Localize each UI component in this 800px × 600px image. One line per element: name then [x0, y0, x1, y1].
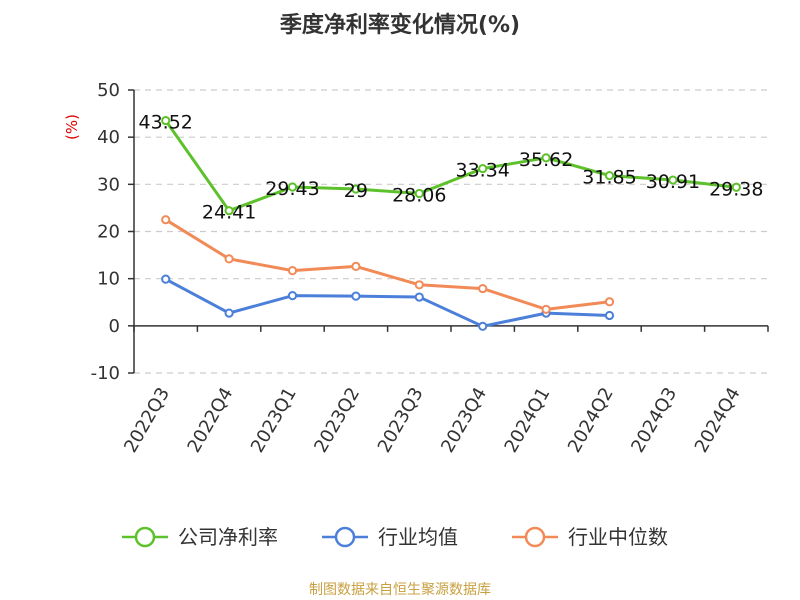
legend-item-0[interactable]: 公司净利率	[122, 525, 278, 549]
y-tick-label: 40	[97, 127, 120, 148]
data-label-1: 24.41	[202, 202, 256, 224]
data-point-s0-7	[604, 171, 615, 181]
data-label-7: 31.85	[582, 167, 636, 189]
data-point-s0-4	[414, 188, 424, 199]
x-tick-label-2023Q3: 2023Q3	[374, 384, 428, 456]
x-tick-label-2023Q2: 2023Q2	[310, 384, 364, 456]
data-label-5: 33.34	[455, 160, 509, 182]
data-label-2: 29.43	[265, 178, 319, 200]
series-line-0	[164, 119, 737, 213]
data-point-s1-7	[604, 310, 615, 321]
series-line-1	[164, 277, 610, 328]
data-label-9: 29.38	[709, 178, 763, 200]
x-tick-label-2022Q3: 2022Q3	[120, 384, 174, 456]
data-point-s1-5	[478, 321, 488, 331]
legend-marker	[134, 526, 156, 548]
data-point-s1-1	[224, 308, 234, 318]
legend[interactable]: 公司净利率 行业均值 行业中位数	[122, 525, 668, 549]
data-point-s0-0	[161, 115, 171, 126]
data-labels: 43.52 24.41 29.43 29 28.06 33.34 35.62 31.85 30.…	[138, 112, 763, 224]
y-tick-label: 30	[97, 174, 120, 195]
legend-label: 行业中位数	[568, 525, 668, 549]
data-point-s0-1	[224, 206, 234, 216]
data-point-s2-4	[414, 280, 424, 290]
data-label-6: 35.62	[519, 149, 573, 171]
data-label-0: 43.52	[138, 112, 192, 134]
y-axis-unit-label: (%)	[63, 114, 81, 140]
data-point-s2-7	[604, 297, 615, 307]
legend-label: 公司净利率	[178, 525, 278, 549]
x-tick-label-2022Q4: 2022Q4	[184, 384, 238, 456]
data-point-s2-0	[161, 215, 171, 225]
y-tick-label: 50	[97, 80, 120, 101]
data-point-s2-6	[541, 304, 551, 314]
legend-marker	[524, 526, 546, 548]
data-point-s0-3	[351, 184, 361, 194]
data-point-s0-8	[668, 175, 678, 185]
x-tick-label-2023Q1: 2023Q1	[247, 384, 301, 456]
data-point-s1-3	[351, 291, 361, 301]
series-line-2	[164, 218, 610, 311]
y-tick-label: -10	[91, 363, 120, 384]
y-tick-label: 20	[97, 222, 120, 243]
data-label-4: 28.06	[392, 184, 446, 206]
series-lines	[161, 115, 741, 331]
data-point-s0-6	[541, 153, 551, 163]
data-point-s1-4	[414, 292, 424, 302]
chart-title: 季度净利率变化情况(%)	[280, 12, 520, 38]
y-tick-label: 0	[109, 316, 120, 337]
data-label-3: 29	[344, 180, 368, 202]
x-tick-label-2024Q3: 2024Q3	[627, 384, 681, 456]
x-axis-ticks: 2022Q3 2022Q4 2023Q1 2023Q2 2023Q3 2023Q4 2024…	[120, 384, 745, 456]
data-point-s2-1	[224, 254, 234, 264]
data-point-s0-2	[287, 182, 298, 192]
x-tick-label-2024Q2: 2024Q2	[564, 384, 618, 456]
data-point-s2-2	[287, 266, 298, 276]
data-source-footer: 制图数据来自恒生聚源数据库	[309, 582, 491, 598]
x-tick-label-2024Q4: 2024Q4	[691, 384, 745, 456]
data-point-s2-5	[478, 283, 488, 294]
legend-label: 行业均值	[378, 525, 458, 549]
legend-item-1[interactable]: 行业均值	[322, 525, 458, 549]
legend-marker	[334, 526, 356, 548]
data-point-s0-9	[731, 182, 741, 192]
y-tick-label: 10	[97, 269, 120, 290]
x-tick-label-2024Q1: 2024Q1	[501, 384, 555, 456]
data-label-8: 30.91	[646, 171, 700, 193]
data-point-s0-5	[478, 163, 488, 174]
y-axis-ticks: -10 0 10 20 30 40 50	[91, 80, 120, 384]
axes	[128, 89, 769, 374]
data-point-s2-3	[351, 261, 361, 272]
data-point-s1-2	[287, 291, 298, 301]
legend-item-2[interactable]: 行业中位数	[512, 525, 668, 549]
data-point-s1-0	[161, 274, 171, 284]
x-tick-label-2023Q4: 2023Q4	[437, 384, 491, 456]
grid-lines	[134, 89, 768, 374]
